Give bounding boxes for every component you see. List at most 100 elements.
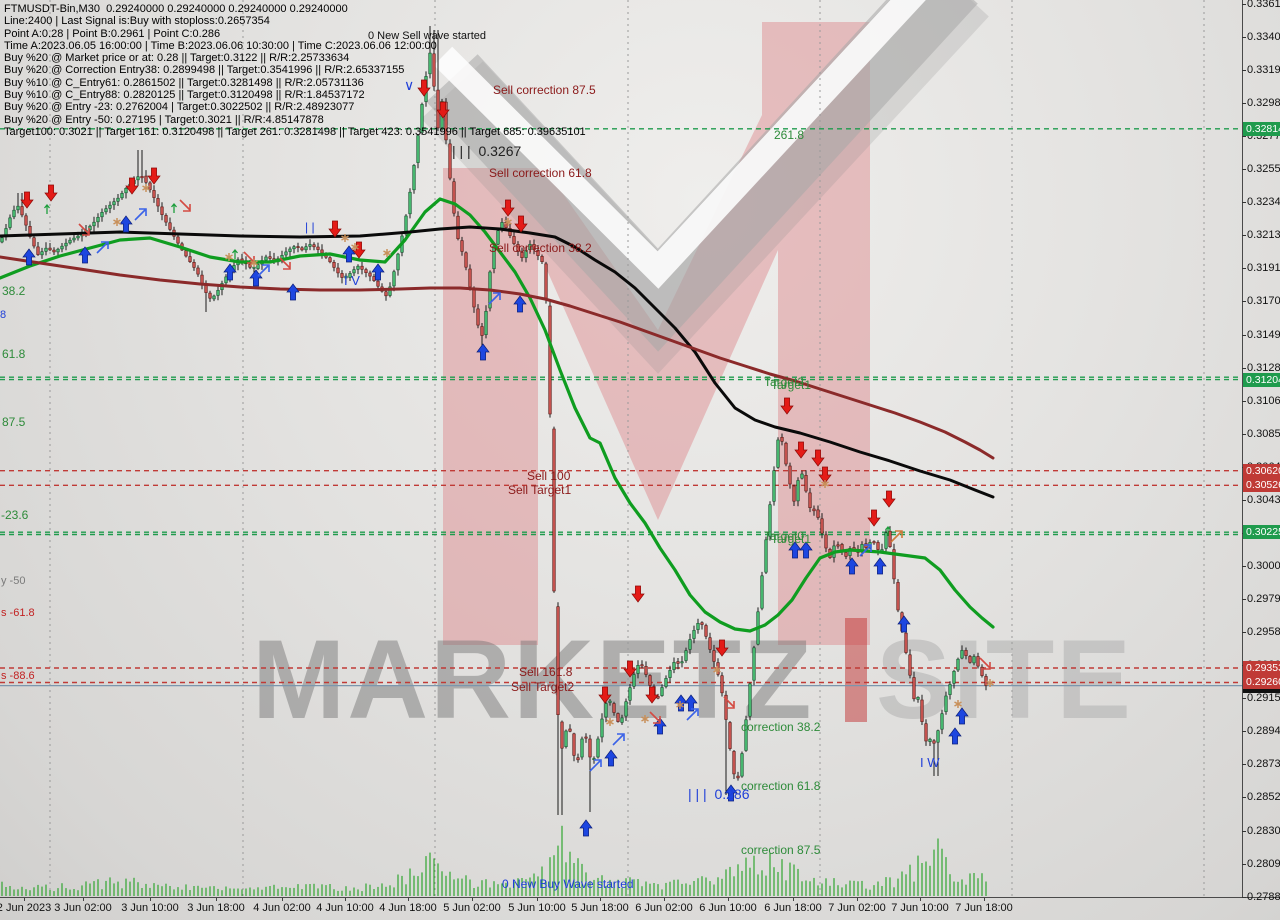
- price-axis-tick: [1242, 103, 1246, 104]
- candle-body: [64, 242, 68, 247]
- price-axis[interactable]: 0.336180.334060.331940.329820.327700.325…: [1242, 0, 1280, 903]
- candle-body: [768, 504, 772, 537]
- candle-body: [348, 273, 352, 278]
- candle-body: [480, 326, 484, 336]
- candle-body: [584, 736, 588, 739]
- candle-body: [708, 637, 712, 650]
- candle-body: [712, 650, 716, 662]
- time-axis-tick: [216, 898, 217, 901]
- price-axis-tick: [1242, 202, 1246, 204]
- info-line: Buy %10 @ C_Entry61: 0.2861502 || Target…: [4, 76, 364, 89]
- candle-body: [752, 647, 756, 681]
- candle-body: [364, 269, 368, 274]
- watermark-check-highlight: [433, 0, 926, 289]
- sell-signal-arrow-icon: [794, 441, 808, 459]
- candle-body: [168, 222, 172, 230]
- candle-body: [688, 639, 692, 650]
- volume-bars-layer: [1, 825, 987, 896]
- candle-body: [820, 518, 824, 534]
- hollow-down-arrow-icon: [723, 696, 735, 709]
- price-axis-label: 0.31281: [1247, 361, 1280, 374]
- price-axis-label: 0.30857: [1247, 427, 1280, 440]
- price-axis-label: 0.28732: [1247, 758, 1280, 771]
- sell-signal-arrow-icon: [811, 449, 825, 467]
- candle-body: [672, 662, 676, 670]
- candle-body: [628, 687, 632, 701]
- time-axis-label: 6 Jun 02:00: [635, 902, 693, 914]
- time-axis[interactable]: 2 Jun 2023 3 Jun 02:00 3 Jun 10:00 3 Jun 18…: [0, 898, 1280, 920]
- price-axis-label: 0.31069: [1247, 394, 1280, 407]
- candle-body: [204, 285, 208, 293]
- price-axis-label: 0.32347: [1247, 196, 1280, 209]
- candle-body: [300, 247, 304, 251]
- candle-body: [952, 670, 956, 684]
- sell-signal-arrow-icon: [780, 397, 794, 415]
- price-axis-label: 0.32135: [1247, 229, 1280, 242]
- candle-body: [680, 661, 684, 664]
- time-axis-label: 5 Jun 02:00: [443, 902, 501, 914]
- candle-body: [100, 212, 104, 218]
- price-axis-label: 0.30003: [1247, 559, 1280, 572]
- sell-signal-arrow-icon: [598, 686, 612, 704]
- price-axis-label: 0.31705: [1247, 295, 1280, 308]
- candle-body: [356, 265, 360, 270]
- candle-body: [252, 266, 256, 269]
- star-marker-icon: [986, 680, 994, 686]
- candle-body: [920, 699, 924, 722]
- sell-signal-arrow-icon: [44, 184, 58, 202]
- candle-body: [660, 687, 664, 696]
- candle-body: [816, 509, 820, 518]
- candle-body: [556, 606, 560, 716]
- hollow-up-arrow-icon: [134, 208, 147, 221]
- price-axis-label: 0.33406: [1247, 30, 1280, 43]
- candle-body: [568, 728, 572, 732]
- star-marker-icon: [142, 185, 150, 191]
- buy-signal-arrow-icon: [371, 263, 385, 281]
- candle-body: [808, 492, 812, 508]
- star-marker-icon: [250, 260, 258, 266]
- candle-body: [56, 248, 60, 253]
- candle-body: [764, 539, 768, 573]
- candle-body: [468, 268, 472, 288]
- candle-body: [700, 622, 704, 625]
- info-line: Time A:2023.06.05 16:00:00 | Time B:2023…: [4, 39, 437, 52]
- candle-body: [824, 534, 828, 549]
- candle-body: [780, 436, 784, 442]
- time-axis-border: [0, 897, 1280, 898]
- hollow-up-arrow-icon: [612, 733, 625, 746]
- candle-body: [748, 683, 752, 717]
- buy-signal-arrow-icon: [249, 269, 263, 287]
- price-axis-tick: [1242, 433, 1246, 435]
- slow-ma-line: [0, 255, 995, 460]
- price-axis-label: 0.33194: [1247, 63, 1280, 76]
- candle-body: [520, 252, 524, 259]
- candle-body: [944, 695, 948, 712]
- price-axis-label: 0.31917: [1247, 262, 1280, 275]
- star-marker-icon: [606, 719, 614, 725]
- candle-body: [376, 280, 380, 287]
- candle-body: [620, 717, 624, 723]
- candle-body: [40, 251, 44, 256]
- time-axis-label: 7 Jun 10:00: [891, 902, 949, 914]
- candle-body: [516, 244, 520, 252]
- candle-body: [104, 208, 108, 213]
- candle-body: [308, 244, 312, 247]
- hollow-up-arrow-icon: [589, 759, 602, 772]
- level-price-badge: 0.29260: [1243, 675, 1280, 690]
- candle-body: [948, 684, 952, 695]
- hollow-down-arrow-icon: [78, 223, 90, 236]
- time-axis-label: 3 Jun 02:00: [54, 902, 112, 914]
- price-axis-tick: [1242, 334, 1246, 336]
- candle-body: [668, 670, 672, 678]
- candle-body: [136, 176, 140, 181]
- candle-body: [604, 703, 608, 718]
- symbol-ohlc-title: FTMUSDT-Bin,M30 0.29240000 0.29240000 0.…: [4, 3, 348, 15]
- candle-body: [224, 276, 228, 284]
- candle-body: [532, 244, 536, 251]
- candle-body: [596, 738, 600, 758]
- candle-body: [184, 250, 188, 257]
- price-axis-tick: [1242, 36, 1246, 38]
- candle-body: [936, 730, 940, 743]
